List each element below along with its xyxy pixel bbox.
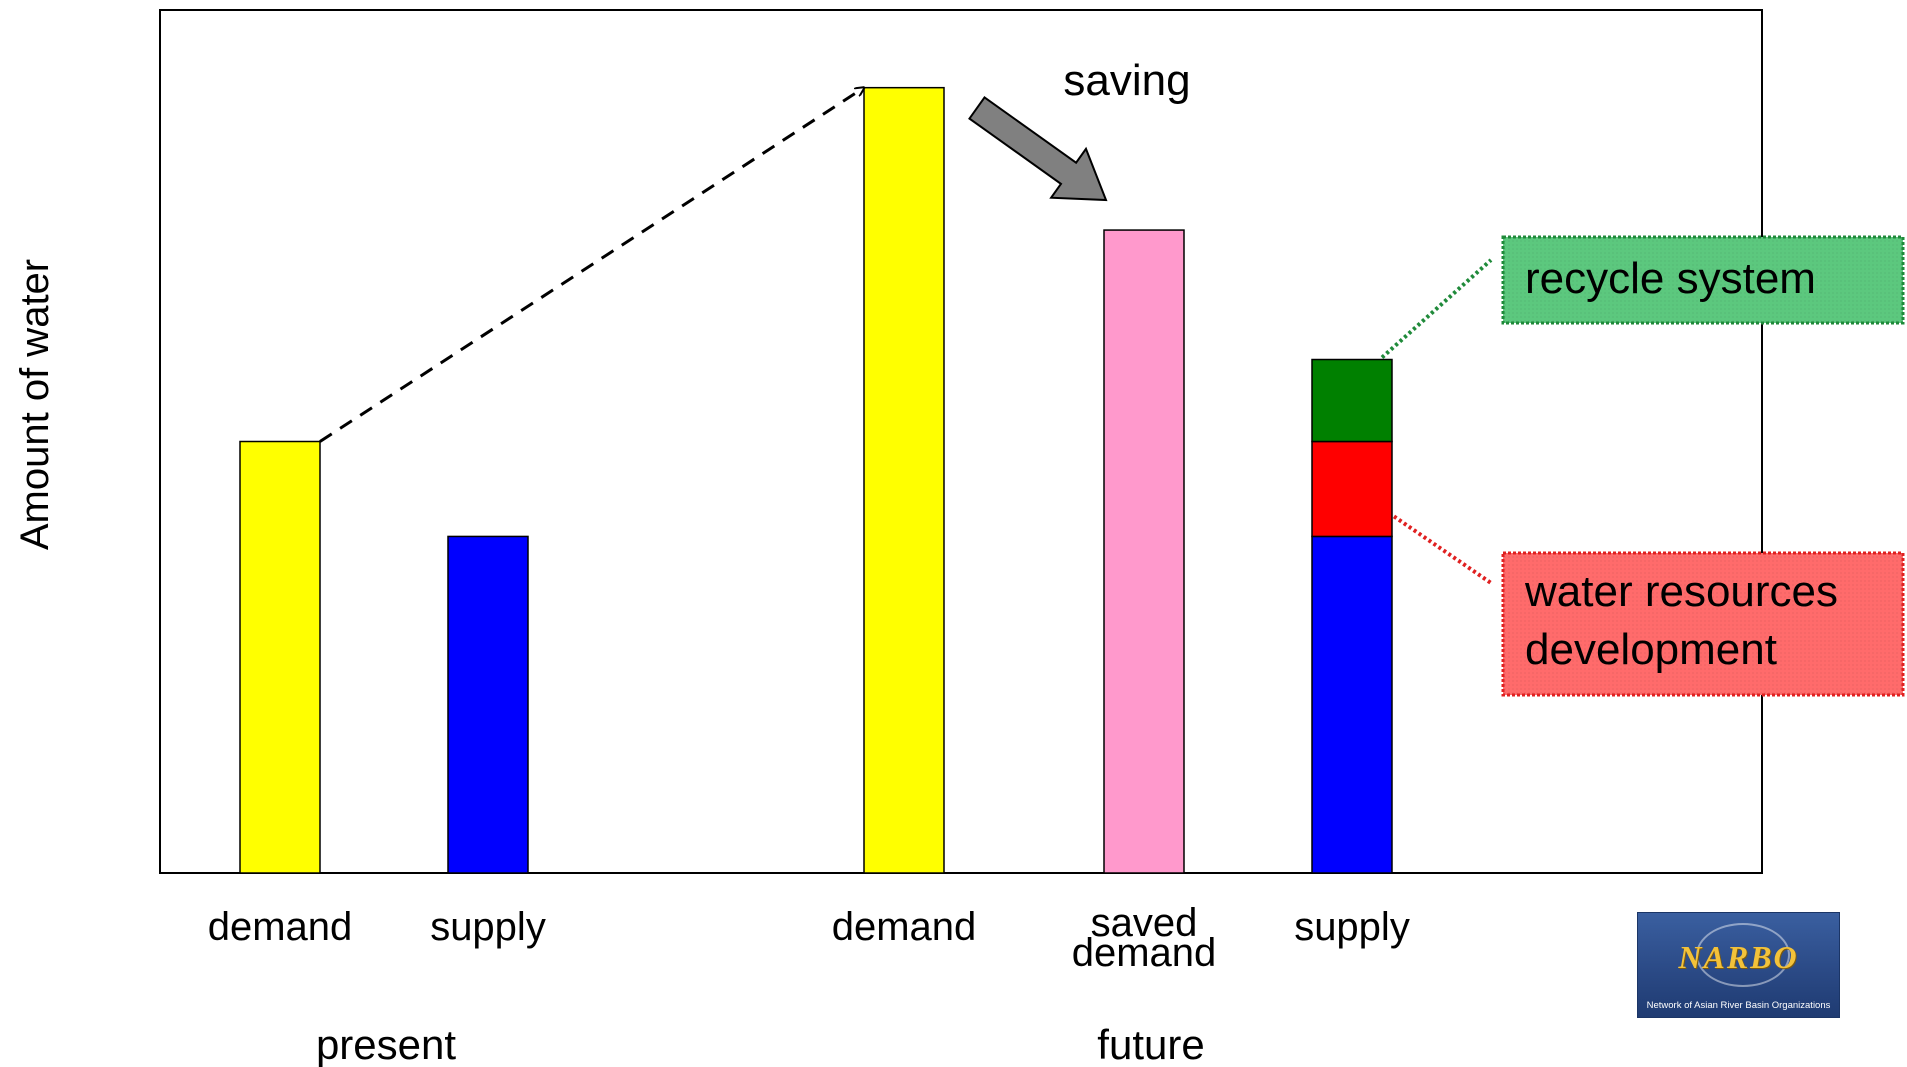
bar-future-supply-seg-0 (1311, 535, 1393, 874)
saving-arrow (968, 96, 1108, 202)
plot-area-frame (159, 9, 1763, 874)
bar-future-supply-seg-2 (1311, 358, 1393, 443)
tick-label-present-supply: supply (430, 905, 546, 949)
saving-label: saving (1063, 56, 1190, 105)
tick-label-future-demand: demand (832, 905, 977, 949)
logo-wordmark: NARBO (1678, 939, 1799, 975)
bar-present-supply-seg-0 (447, 535, 529, 874)
bar-future-saved-demand-seg-0 (1103, 229, 1185, 874)
logo-subtitle: Network of Asian River Basin Organizatio… (1646, 1000, 1831, 1011)
tick-label-present-demand: demand (208, 905, 353, 949)
water-resources-label-line2: development (1525, 625, 1777, 674)
tick-label-future-saved-demand-line2: demand (1072, 931, 1217, 975)
group-label-present: present (316, 1021, 456, 1067)
water-resources-callout-texture (1503, 553, 1903, 695)
narbo-logo: NARBO Network of Asian River Basin Organ… (1637, 912, 1840, 1018)
group-label-future: future (1097, 1021, 1204, 1067)
growth-dashed-arrow (319, 88, 864, 443)
bar-future-demand-seg-0 (863, 86, 945, 874)
water-resources-label-line1: water resources (1524, 567, 1838, 616)
logo-ring-icon (1696, 923, 1790, 987)
recycle-leader-line (1380, 258, 1493, 360)
recycle-callout-texture (1503, 237, 1903, 323)
tick-label-future-supply: supply (1294, 905, 1410, 949)
bar-future-supply-seg-1 (1311, 440, 1393, 538)
recycle-callout-label: recycle system (1525, 254, 1816, 303)
water-resources-leader-line (1392, 514, 1493, 585)
tick-label-future-saved-demand-line1: saved (1091, 901, 1198, 945)
y-axis-label: Amount of water (13, 259, 57, 550)
bar-present-demand-seg-0 (239, 440, 321, 874)
